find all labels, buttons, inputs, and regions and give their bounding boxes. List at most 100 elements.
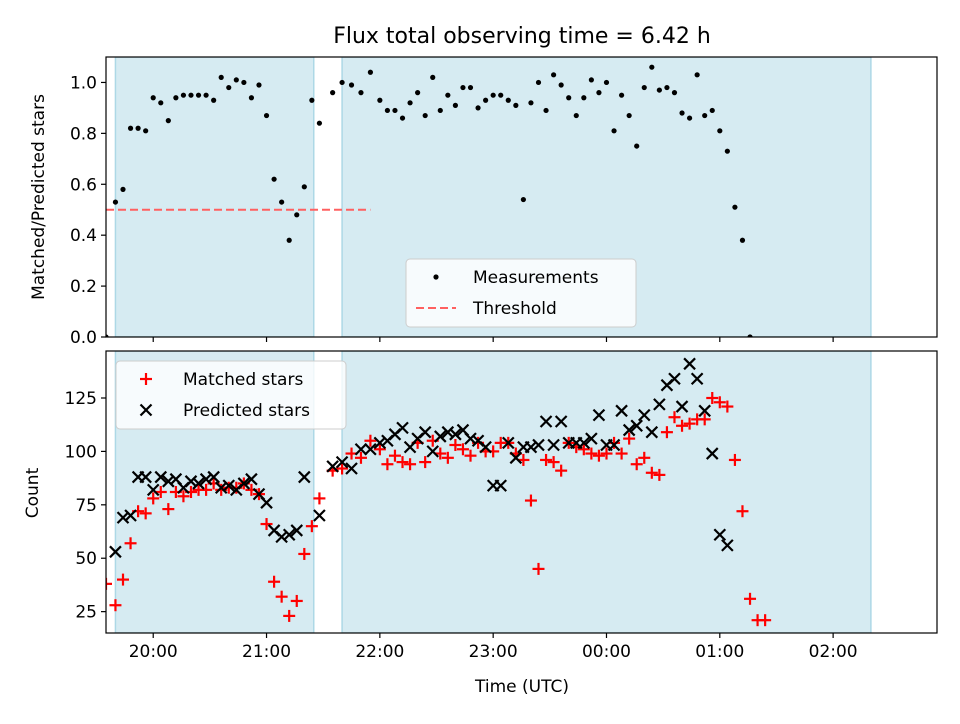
matched-point [592,449,605,462]
x-tick-label: 00:00 [582,642,631,662]
chart-title: Flux total observing time = 6.42 h [333,24,711,49]
data-point [513,102,519,108]
data-point [505,97,511,103]
matched-point [313,492,326,505]
data-point [377,97,383,103]
predicted-point [637,408,651,422]
data-point [173,95,179,101]
matched-point [660,426,673,439]
data-point [233,77,239,83]
predicted-point [502,436,515,450]
data-point [112,199,119,205]
matched-point [449,439,462,451]
predicted-point [577,436,591,450]
top-y-axis-label: Matched/Predicted stars [29,94,49,300]
predicted-point [282,528,296,542]
matched-point [668,411,681,424]
data-point [649,64,655,70]
data-point [294,212,300,218]
data-point [679,110,685,116]
data-point [467,84,474,91]
matched-point [388,449,401,462]
matched-point [555,464,568,477]
matched-point [524,494,537,507]
predicted-point [592,408,606,422]
matched-point [706,392,719,404]
legend-label: Matched stars [183,370,303,390]
predicted-point [192,477,205,490]
data-point [309,97,315,103]
data-point [384,107,391,114]
bottom-y-axis-label: Count [23,467,43,518]
predicted-point [326,460,339,473]
legend-swatch [140,373,152,385]
predicted-point [373,436,387,450]
predicted-point [109,545,122,559]
data-point [709,107,715,114]
predicted-point [539,415,553,428]
data-point [399,115,406,121]
matched-point [676,419,689,432]
x-tick-label: 02:00 [809,642,858,662]
data-point [528,100,534,106]
data-point [460,84,466,91]
predicted-point [698,404,711,418]
matched-point [736,505,749,518]
data-point [475,105,481,111]
predicted-point [275,530,288,544]
predicted-point [645,425,659,439]
data-point [558,82,564,88]
matched-point [698,413,711,426]
data-point [135,125,141,131]
predicted-point [554,415,568,428]
predicted-point [116,511,130,524]
data-point [747,334,753,337]
matched-point [585,447,598,460]
y-tick-label: 0.6 [70,175,97,195]
matched-point [298,547,311,560]
matched-point [419,456,432,469]
predicted-point [532,438,545,452]
predicted-point [396,421,409,435]
legend-box [115,360,347,430]
data-point [581,95,587,101]
predicted-point [354,442,368,456]
predicted-point [547,438,560,452]
data-point [498,92,504,98]
matched-point [532,562,545,575]
matched-point [260,518,273,531]
matched-point [364,434,377,447]
series-matched-stars [106,392,772,627]
matched-point [441,451,454,464]
y-tick-label: 0.8 [70,124,97,144]
predicted-point [214,481,228,495]
predicted-point [426,445,440,458]
data-point [422,112,428,119]
matched-point [290,594,303,607]
data-point [430,74,436,80]
predicted-point [630,419,643,433]
y-tick-label: 100 [65,442,97,462]
predicted-point [335,455,349,469]
data-point [218,74,224,80]
data-point [596,90,602,96]
data-point [483,97,489,103]
y-tick-label: 0.0 [70,328,97,348]
predicted-point [162,475,175,488]
predicted-point [622,423,636,437]
matched-point [336,462,349,475]
y-tick-label: 25 [75,603,97,623]
matched-point [139,507,152,520]
predicted-point [615,404,628,418]
data-point [248,95,255,101]
data-point [490,92,496,98]
legend: Measurements Threshold [405,258,637,328]
matched-point [305,520,318,533]
predicted-point [464,432,477,445]
predicted-point [418,425,432,439]
predicted-point [237,477,251,490]
data-point [520,196,526,203]
top-panel: 0.0 0.2 0.4 0.6 0.8 1.0 Measurements Threshold [70,56,938,348]
matched-point [116,573,129,586]
